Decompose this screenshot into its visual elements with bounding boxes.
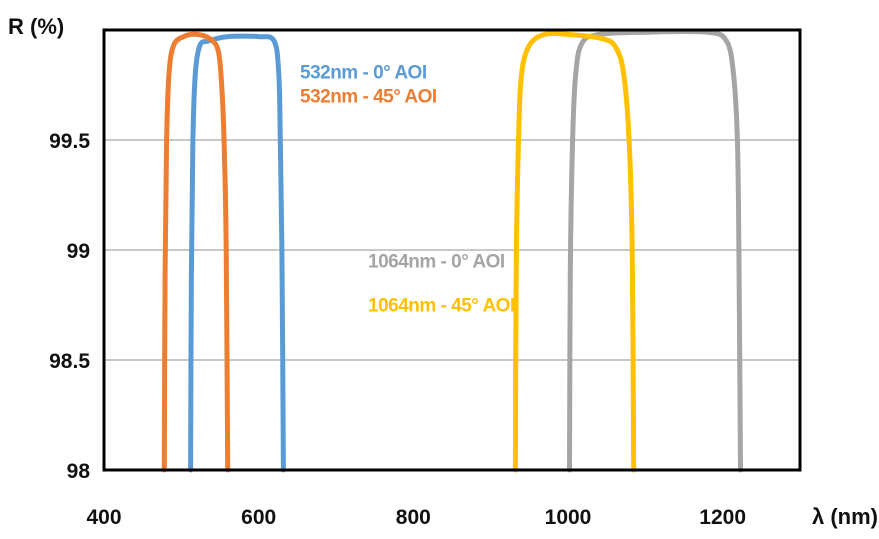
plot-frame bbox=[102, 28, 802, 472]
series-label-0: 532nm - 0° AOI bbox=[300, 62, 427, 83]
series-line-3 bbox=[512, 30, 637, 473]
series-layer bbox=[161, 28, 743, 473]
x-tick-label-4: 1200 bbox=[699, 506, 746, 529]
x-tick-labels: 400 600 800 1000 1200 bbox=[86, 506, 746, 529]
y-tick-labels: 98 98.5 99 99.5 bbox=[49, 130, 90, 483]
x-axis-label: λ (nm) bbox=[812, 504, 878, 529]
x-tick-label-2: 800 bbox=[396, 506, 431, 529]
y-tick-label-3: 99.5 bbox=[49, 130, 90, 153]
gridlines bbox=[104, 139, 800, 361]
series-label-1: 532nm - 45° AOI bbox=[300, 87, 437, 108]
y-axis-label: R (%) bbox=[8, 14, 64, 39]
series-line-2 bbox=[567, 28, 743, 473]
series-label-2: 1064nm - 0° AOI bbox=[368, 252, 505, 273]
y-tick-label-0: 98 bbox=[67, 460, 91, 483]
series-label-3: 1064nm - 45° AOI bbox=[368, 296, 515, 317]
y-tick-label-1: 98.5 bbox=[49, 350, 90, 373]
x-tick-label-3: 1000 bbox=[545, 506, 592, 529]
x-tick-label-0: 400 bbox=[86, 506, 121, 529]
series-labels: 532nm - 0° AOI 532nm - 45° AOI 1064nm - 0°… bbox=[300, 62, 515, 316]
x-tick-label-1: 600 bbox=[241, 506, 276, 529]
series-line-1 bbox=[161, 31, 231, 473]
series-line-0 bbox=[188, 33, 286, 473]
y-tick-label-2: 99 bbox=[67, 240, 90, 263]
